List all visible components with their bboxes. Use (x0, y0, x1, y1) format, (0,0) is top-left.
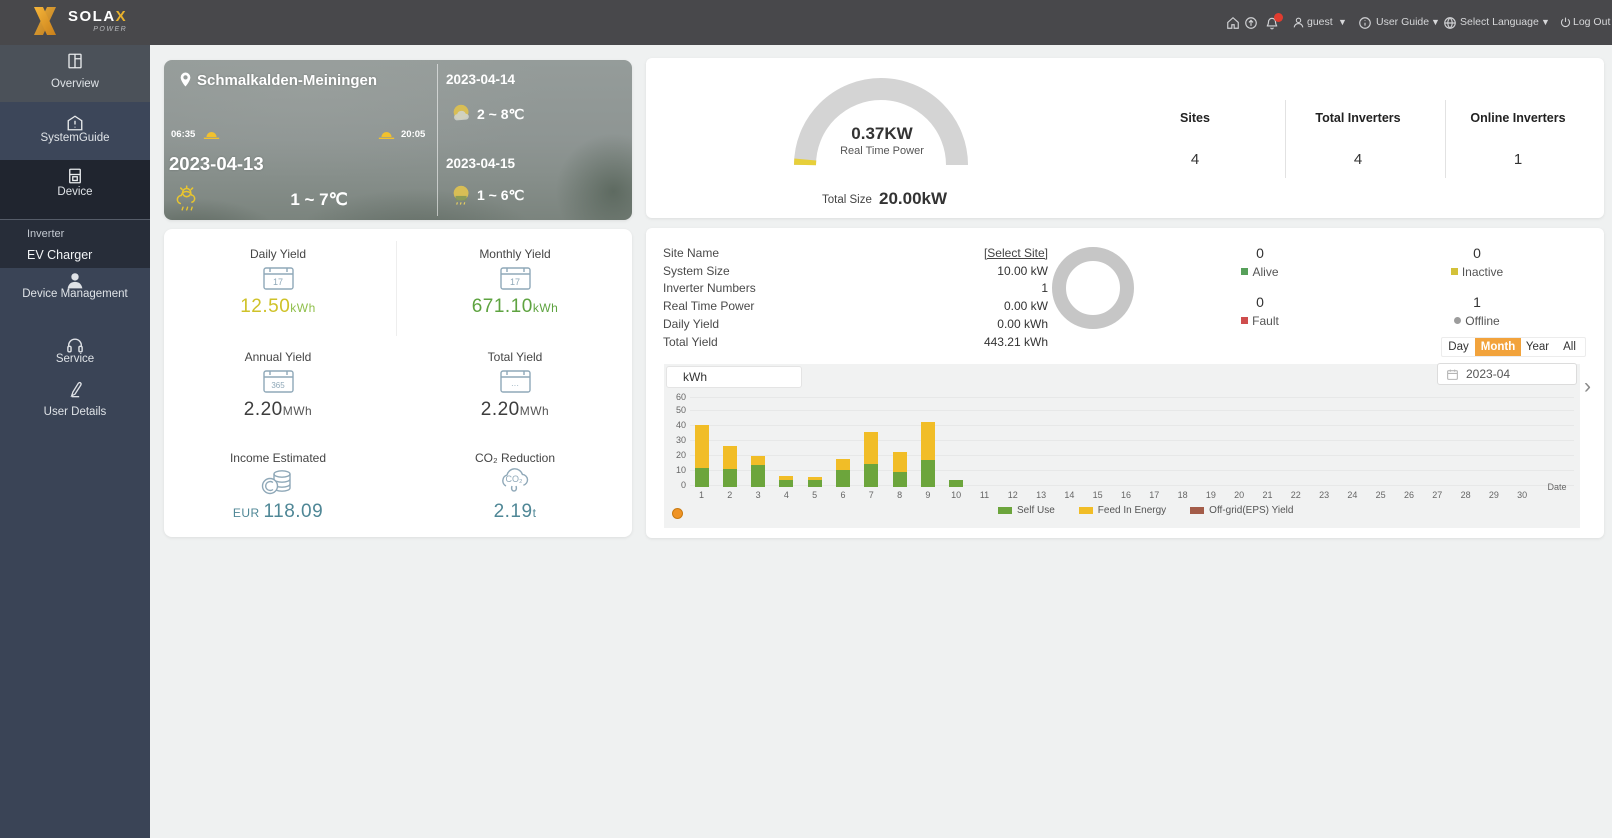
svg-text:···: ··· (511, 381, 519, 390)
svg-text:365: 365 (271, 381, 285, 390)
svg-text:17: 17 (509, 277, 519, 287)
svg-text:17: 17 (272, 277, 282, 287)
svg-text:CO₂: CO₂ (506, 474, 524, 484)
